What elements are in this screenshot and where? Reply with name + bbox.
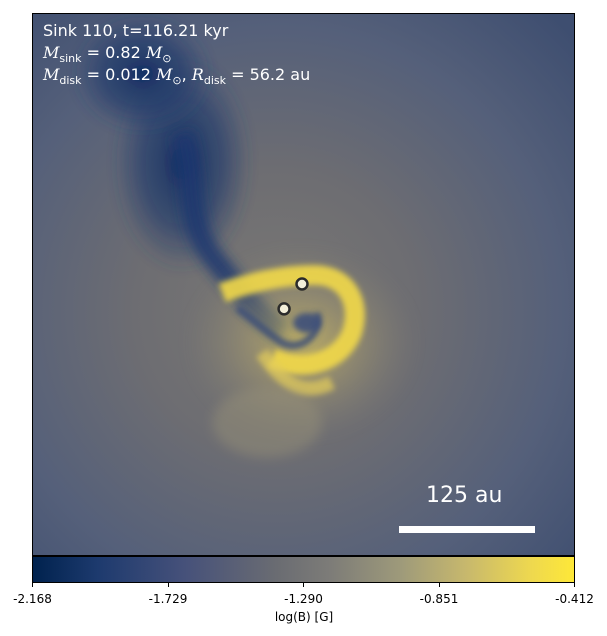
colorbar-tick-mark — [574, 583, 575, 587]
colorbar-tick-mark — [32, 583, 33, 587]
colorbar-tick-mark — [303, 583, 304, 587]
sink-mass-label: Msink = 0.82 M⊙ — [43, 43, 172, 66]
sink-marker-b — [295, 277, 309, 291]
colorbar-tick-label: -1.729 — [148, 592, 188, 606]
colorbar-tick-label: -1.290 — [284, 592, 323, 606]
scale-bar-label: 125 au — [426, 483, 503, 508]
magnetic-field-map: Sink 110, t=116.21 kyr Msink = 0.82 M⊙ M… — [32, 13, 575, 556]
colorbar-tick-mark — [167, 583, 169, 587]
sink-marker-a — [277, 302, 291, 316]
colorbar-tick-label: -0.412 — [555, 592, 594, 606]
colorbar-tick-mark — [438, 583, 440, 587]
scale-bar — [399, 526, 535, 533]
colorbar-axis-label: log(B) [G] — [274, 610, 334, 624]
colorbar-tick-label: -0.851 — [419, 592, 459, 606]
map-title: Sink 110, t=116.21 kyr — [43, 21, 229, 40]
colorbar-tick-label: -2.168 — [13, 592, 52, 606]
colorbar — [32, 556, 575, 583]
map-image — [33, 14, 574, 555]
disk-mass-radius-label: Mdisk = 0.012 M⊙, Rdisk = 56.2 au — [43, 65, 311, 88]
